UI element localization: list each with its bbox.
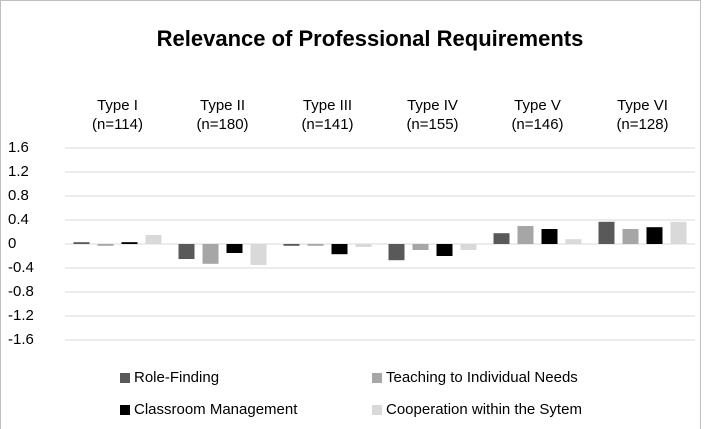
category-label: Type V (n=146) bbox=[511, 97, 564, 133]
chart-border bbox=[0, 0, 701, 429]
y-tick-label: -1.6 bbox=[8, 331, 34, 348]
y-tick-label: 0.4 bbox=[8, 211, 29, 228]
bar bbox=[355, 244, 372, 247]
bar bbox=[331, 244, 348, 255]
bar bbox=[97, 244, 114, 246]
bar bbox=[121, 242, 138, 244]
y-tick-label: 0.8 bbox=[8, 187, 29, 204]
bar bbox=[493, 233, 510, 244]
y-tick-label: -0.8 bbox=[8, 283, 34, 300]
category-label: Type VI (n=128) bbox=[616, 97, 669, 133]
bar bbox=[670, 221, 687, 244]
chart-title: Relevance of Professional Requirements bbox=[157, 26, 584, 51]
category-label: Type II (n=180) bbox=[196, 97, 249, 133]
legend-swatch bbox=[120, 405, 130, 415]
category-label: Type IV (n=155) bbox=[406, 97, 459, 133]
y-tick-label: 1.2 bbox=[8, 163, 29, 180]
bar bbox=[145, 235, 162, 244]
category-label: Type I (n=114) bbox=[91, 97, 143, 133]
legend-label: Classroom Management bbox=[134, 401, 298, 418]
bar bbox=[598, 221, 615, 244]
bar bbox=[412, 244, 429, 250]
bar bbox=[622, 229, 639, 244]
bar bbox=[541, 229, 558, 244]
legend-label: Cooperation within the Sytem bbox=[386, 401, 582, 418]
y-tick-label: 0 bbox=[8, 235, 16, 252]
bar bbox=[436, 244, 453, 256]
bar bbox=[307, 244, 324, 246]
bar bbox=[565, 239, 582, 244]
bar bbox=[73, 242, 90, 244]
legend-label: Teaching to Individual Needs bbox=[386, 369, 578, 386]
bar bbox=[388, 244, 405, 261]
bar bbox=[202, 244, 219, 264]
bar bbox=[226, 244, 243, 253]
bar bbox=[646, 227, 663, 244]
bar bbox=[517, 226, 534, 244]
bar bbox=[250, 244, 267, 265]
category-label: Type III (n=141) bbox=[301, 97, 354, 133]
bar bbox=[460, 244, 477, 250]
legend-swatch bbox=[120, 373, 130, 383]
legend-label: Role-Finding bbox=[134, 369, 219, 386]
bar bbox=[283, 244, 300, 246]
y-tick-label: 1.6 bbox=[8, 139, 29, 156]
y-tick-label: -0.4 bbox=[8, 259, 34, 276]
y-tick-label: -1.2 bbox=[8, 307, 34, 324]
legend-swatch bbox=[372, 405, 382, 415]
bar bbox=[178, 244, 195, 259]
legend-swatch bbox=[372, 373, 382, 383]
